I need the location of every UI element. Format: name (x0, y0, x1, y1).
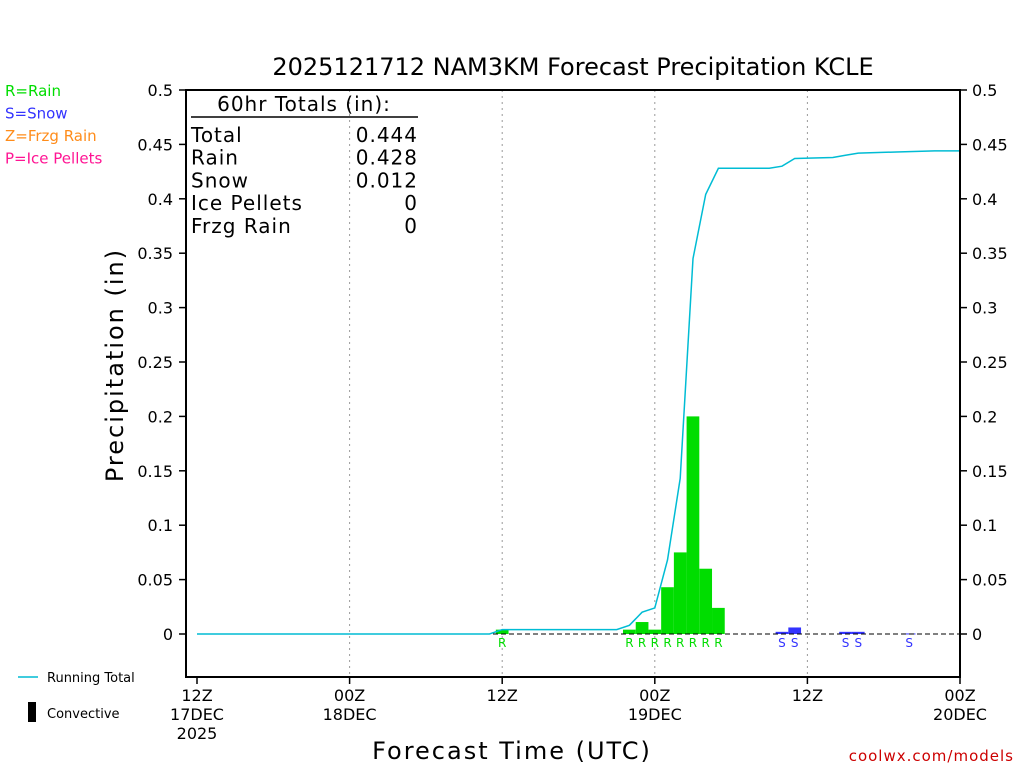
y-axis-right: 0 0.05 0.1 0.15 0.2 0.25 0.3 0.35 0.4 0.45 0.5 (960, 81, 1008, 644)
y-tick-label: 0.3 (972, 299, 997, 318)
x-tick-label: 18DEC (323, 705, 377, 724)
precip-bar (699, 568, 713, 634)
precip-type-marker: R (689, 636, 697, 650)
precip-type-marker: S (905, 636, 913, 650)
totals-row-value: 0.428 (356, 146, 418, 170)
y-tick-label: 0.1 (148, 516, 173, 535)
precip-bar (623, 629, 636, 634)
bottom-legend: Running Total Convective (18, 671, 135, 722)
precip-type-marker: R (663, 636, 671, 650)
precip-type-marker: R (625, 636, 633, 650)
precip-bar (495, 629, 509, 634)
running-total-legend-label: Running Total (47, 671, 135, 686)
totals-row-value: 0 (404, 191, 418, 215)
y-tick-label: 0.45 (972, 135, 1008, 154)
plot-frame (185, 89, 961, 678)
precip-bar (839, 631, 852, 634)
y-tick-label: 0.15 (972, 462, 1008, 481)
credit-text: coolwx.com/models (849, 747, 1014, 765)
totals-row-value: 0.012 (356, 168, 418, 192)
x-tick-label: 12Z (792, 686, 823, 705)
precip-bar (686, 416, 700, 634)
precip-type-marker: S (854, 636, 862, 650)
x-axis-label: Forecast Time (UTC) (372, 737, 652, 765)
type-legend-item: P=Ice Pellets (5, 150, 102, 168)
x-tick-label: 12Z (181, 686, 212, 705)
precip-bar (712, 607, 725, 634)
convective-legend-label: Convective (47, 707, 120, 722)
x-tick-label: 00Z (334, 686, 365, 705)
y-tick-label: 0 (972, 625, 982, 644)
x-tick-label: 17DEC (170, 705, 224, 724)
y-tick-label: 0.3 (148, 299, 173, 318)
y-tick-label: 0.25 (137, 353, 173, 372)
grid-lines (349, 90, 808, 677)
precip-type-marker: R (714, 636, 722, 650)
x-tick-label: 19DEC (628, 705, 682, 724)
type-legend-item: R=Rain (5, 82, 61, 100)
totals-row-label: Rain (191, 146, 239, 170)
type-legend-item: Z=Frzg Rain (5, 127, 97, 145)
precip-bar (851, 631, 865, 634)
precip-bar (648, 629, 662, 634)
y-tick-label: 0.5 (972, 81, 997, 100)
precip-type-marker: R (498, 636, 506, 650)
totals-row-label: Total (190, 123, 243, 147)
convective-legend-swatch (28, 702, 36, 722)
precip-type-marker: R (651, 636, 659, 650)
precip-type-marker: R (638, 636, 646, 650)
y-tick-label: 0.2 (972, 407, 997, 426)
totals-row-label: Ice Pellets (191, 191, 303, 215)
precip-bar (775, 631, 789, 634)
precip-type-legend: R=Rain S=Snow Z=Frzg Rain P=Ice Pellets (5, 82, 102, 168)
y-tick-label: 0.35 (972, 244, 1008, 263)
totals-row-label: Snow (191, 168, 249, 192)
running-total-line (197, 150, 960, 635)
y-tick-label: 0 (163, 625, 173, 644)
y-tick-label: 0.35 (137, 244, 173, 263)
precip-bar (635, 622, 649, 634)
totals-row-value: 0 (404, 214, 418, 238)
y-axis-left: 0 0.05 0.1 0.15 0.2 0.25 0.3 0.35 0.4 0.45 0.5 (137, 81, 186, 644)
y-tick-label: 0.4 (148, 190, 173, 209)
x-tick-label: 12Z (487, 686, 518, 705)
precip-bar (661, 587, 674, 634)
precip-bar (788, 627, 802, 634)
chart-title: 2025121712 NAM3KM Forecast Precipitation… (272, 53, 873, 81)
precip-type-marker: S (842, 636, 850, 650)
precip-type-marker: R (676, 636, 684, 650)
x-tick-label: 00Z (639, 686, 670, 705)
y-axis-label: Precipitation (in) (101, 248, 129, 482)
x-tick-label: 00Z (944, 686, 975, 705)
type-legend-item: S=Snow (5, 105, 68, 123)
y-tick-label: 0.25 (972, 353, 1008, 372)
y-tick-label: 0.2 (148, 407, 173, 426)
precip-type-marker: S (778, 636, 786, 650)
y-tick-label: 0.15 (137, 462, 173, 481)
totals-row-label: Frzg Rain (191, 214, 292, 238)
y-tick-label: 0.1 (972, 516, 997, 535)
x-tick-label: 2025 (177, 724, 218, 743)
y-tick-label: 0.05 (972, 571, 1008, 590)
x-tick-label: 20DEC (933, 705, 987, 724)
precip-type-marker: R (701, 636, 709, 650)
precip-bar (673, 552, 687, 634)
totals-box: 60hr Totals (in): Total 0.444 Rain 0.428 Snow… (190, 92, 418, 238)
precip-type-marker: S (791, 636, 799, 650)
totals-row-value: 0.444 (356, 123, 418, 147)
totals-header: 60hr Totals (in): (217, 92, 391, 116)
y-tick-label: 0.4 (972, 190, 997, 209)
y-tick-label: 0.45 (137, 135, 173, 154)
y-tick-label: 0.05 (137, 571, 173, 590)
bars-layer (495, 416, 916, 635)
y-tick-label: 0.5 (148, 81, 173, 100)
